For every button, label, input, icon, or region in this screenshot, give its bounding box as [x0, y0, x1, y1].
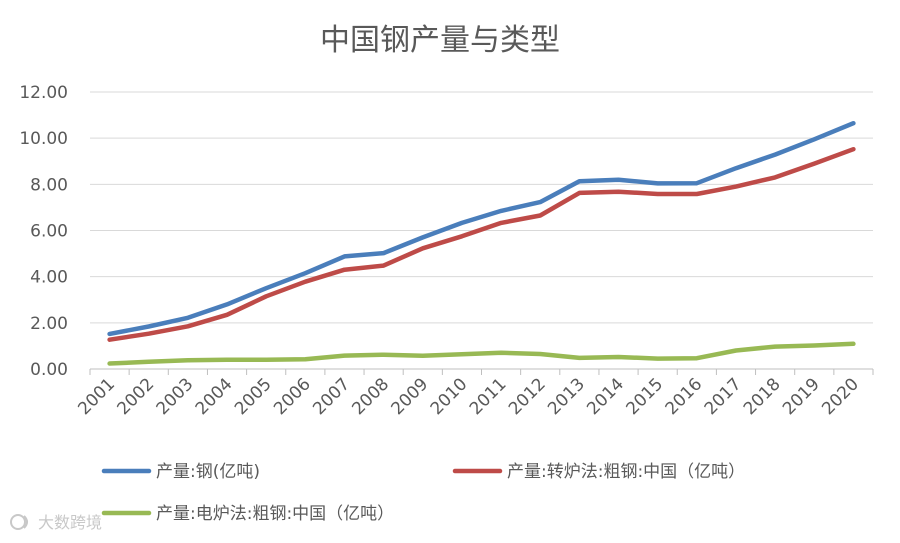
x-tick-label: 2014: [583, 374, 628, 419]
series-line-3: [107, 341, 856, 366]
y-tick-label: 12.00: [19, 83, 68, 103]
x-tick-label: 2017: [701, 374, 746, 419]
legend-label-3: 产量:电炉法:粗钢:中国（亿吨）: [156, 504, 394, 524]
x-tick-label: 2007: [309, 374, 354, 419]
y-tick-label: 2.00: [30, 314, 68, 334]
legend-label-2: 产量:转炉法:粗钢:中国（亿吨）: [507, 462, 745, 482]
x-tick-label: 2020: [818, 374, 863, 419]
x-tick-label: 2005: [231, 374, 276, 419]
x-tick-label: 2011: [466, 374, 511, 419]
y-tick-label: 0.00: [30, 360, 68, 380]
y-tick-label: 8.00: [30, 175, 68, 195]
x-tick-label: 2016: [662, 374, 707, 419]
legend-label-1: 产量:钢(亿吨): [156, 462, 260, 482]
x-tick-label: 2019: [779, 374, 824, 419]
series-line-2: [107, 146, 856, 342]
x-tick-label: 2008: [348, 374, 393, 419]
x-tick-label: 2018: [740, 374, 785, 419]
y-tick-label: 6.00: [30, 222, 68, 242]
y-tick-label: 4.00: [30, 268, 68, 288]
x-tick-label: 2002: [114, 374, 159, 419]
y-axis-tick-labels: 0.00 2.00 4.00 6.00 8.00 10.00 12.00: [19, 83, 68, 380]
series-lines: [107, 120, 856, 366]
series-line-1: [107, 120, 856, 337]
x-tick-label: 2012: [505, 374, 550, 419]
x-tick-label: 2006: [270, 374, 315, 419]
x-tick-label: 2013: [544, 374, 589, 419]
x-tick-label: 2009: [388, 374, 433, 419]
x-tick-label: 2004: [192, 374, 237, 419]
watermark-text: 大数跨境: [38, 513, 102, 532]
chart-title: 中国钢产量与类型: [320, 23, 560, 58]
x-tick-label: 2003: [153, 374, 198, 419]
y-tick-label: 10.00: [19, 129, 68, 149]
legend: 产量:钢(亿吨) 产量:转炉法:粗钢:中国（亿吨） 产量:电炉法:粗钢:中国（亿吨）: [101, 462, 745, 524]
watermark-logo-icon: [10, 514, 28, 530]
watermark: 大数跨境: [10, 513, 102, 532]
x-tick-label: 2010: [427, 374, 472, 419]
gridlines: [90, 91, 873, 324]
x-axis: 2001200220032004200520062007200820092010…: [74, 368, 874, 419]
x-tick-label: 2015: [622, 374, 667, 419]
x-tick-label: 2001: [74, 374, 119, 419]
